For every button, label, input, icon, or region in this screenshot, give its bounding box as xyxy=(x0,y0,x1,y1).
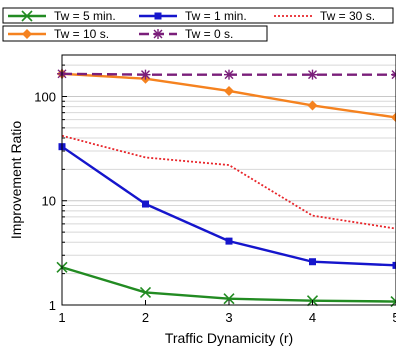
data-point xyxy=(391,112,396,123)
series-lines xyxy=(56,68,396,308)
x-tick-label: 3 xyxy=(225,310,232,325)
x-tick-label: 5 xyxy=(392,310,396,325)
legend-entry: Tw = 30 s. xyxy=(274,9,375,23)
data-point xyxy=(153,29,163,39)
data-point xyxy=(22,29,32,39)
x-tick-label: 4 xyxy=(309,310,316,325)
y-tick-label: 100 xyxy=(34,89,56,104)
data-point xyxy=(140,69,151,80)
legend-label: Tw = 5 min. xyxy=(54,9,116,23)
legend-label: Tw = 0 s. xyxy=(185,27,233,41)
legend-label: Tw = 1 min. xyxy=(185,9,247,23)
y-axis-label: Improvement Ratio xyxy=(8,121,24,239)
data-point xyxy=(391,69,396,80)
legend-entry: Tw = 0 s. xyxy=(139,27,233,41)
axes: 1 2 3 4 5 1 10 100 xyxy=(34,64,396,325)
legend-label: Tw = 10 s. xyxy=(54,27,109,41)
series-line xyxy=(61,266,396,303)
data-point xyxy=(223,293,235,305)
series-tw-30-s xyxy=(61,134,396,230)
x-axis-label: Traffic Dynamicity (r) xyxy=(165,330,293,346)
data-point xyxy=(225,237,233,245)
legend-box-row-2 xyxy=(2,25,268,42)
data-point xyxy=(224,69,234,80)
grid-lines xyxy=(62,64,396,306)
x-tick-label: 1 xyxy=(58,310,65,325)
data-point xyxy=(307,69,318,80)
data-point xyxy=(154,12,162,20)
data-point xyxy=(307,100,318,111)
series-tw-1-min xyxy=(58,143,396,269)
x-tick-label: 2 xyxy=(142,310,149,325)
series-tw-5-min xyxy=(56,261,396,308)
series-tw-0-s xyxy=(57,68,396,80)
data-point xyxy=(309,258,316,266)
data-point xyxy=(224,85,234,96)
data-point xyxy=(392,261,396,269)
y-tick-label: 1 xyxy=(49,298,56,313)
legend-entry: Tw = 5 min. xyxy=(8,9,116,23)
legend: Tw = 5 min. Tw = 1 min. Tw = 30 s. Tw = 10 … xyxy=(2,7,394,42)
data-point xyxy=(21,10,33,22)
legend-entry: Tw = 10 s. xyxy=(8,27,109,41)
y-tick-label: 10 xyxy=(42,194,56,209)
data-point xyxy=(142,200,149,208)
legend-entry: Tw = 1 min. xyxy=(139,9,247,23)
series-line xyxy=(61,145,396,267)
legend-box-row-1 xyxy=(2,7,394,24)
series-line xyxy=(61,134,396,230)
data-point xyxy=(139,286,152,298)
legend-label: Tw = 30 s. xyxy=(320,9,375,23)
